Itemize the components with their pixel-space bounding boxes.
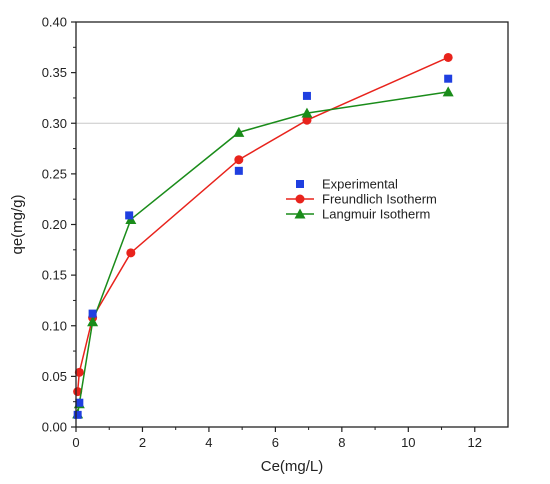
y-tick-label: 0.15 [42, 268, 67, 283]
langmuir-isotherm-point [233, 126, 245, 137]
legend-item-freundlich-isotherm: Freundlich Isotherm [286, 192, 437, 207]
freundlich-isotherm-point [234, 155, 244, 165]
freundlich-isotherm-point [443, 52, 453, 62]
x-tick-label: 4 [205, 435, 212, 450]
freundlich-isotherm-point [74, 367, 84, 377]
langmuir-isotherm-point [442, 86, 454, 97]
experimental-point [73, 410, 82, 419]
experimental-point [444, 74, 453, 83]
experimental-point [234, 166, 243, 175]
langmuir-isotherm-point [87, 316, 99, 327]
legend-swatch-marker [296, 180, 304, 188]
y-tick-label: 0.00 [42, 420, 67, 435]
legend-swatch-marker [295, 194, 305, 204]
y-tick-label: 0.25 [42, 166, 67, 181]
series-freundlich-isotherm [73, 52, 453, 397]
experimental-point [88, 309, 97, 318]
legend-label: Langmuir Isotherm [322, 207, 430, 222]
legend-swatch-marker [294, 208, 306, 219]
x-tick-label: 6 [272, 435, 279, 450]
series-layer [72, 52, 454, 419]
y-tick-label: 0.35 [42, 65, 67, 80]
x-tick-label: 12 [468, 435, 482, 450]
legend-item-experimental: Experimental [296, 177, 398, 192]
y-tick-label: 0.40 [42, 15, 67, 30]
series-experimental [73, 74, 453, 419]
freundlich-isotherm-point [126, 248, 136, 258]
langmuir-isotherm-point [301, 107, 313, 118]
y-tick-label: 0.10 [42, 318, 67, 333]
freundlich-isotherm-line [76, 56, 449, 392]
y-tick-label: 0.30 [42, 116, 67, 131]
x-axis-title: Ce(mg/L) [261, 458, 324, 475]
experimental-point [75, 398, 84, 407]
experimental-point [302, 91, 311, 100]
experimental-point [125, 211, 134, 220]
x-tick-label: 2 [139, 435, 146, 450]
legend-item-langmuir-isotherm: Langmuir Isotherm [286, 207, 430, 222]
x-tick-label: 10 [401, 435, 415, 450]
x-tick-label: 8 [338, 435, 345, 450]
y-axis-title: qe(mg/g) [9, 194, 26, 254]
x-tick-label: 0 [72, 435, 79, 450]
y-tick-label: 0.05 [42, 369, 67, 384]
legend-label: Experimental [322, 177, 398, 192]
plot-frame [75, 21, 509, 428]
legend-label: Freundlich Isotherm [322, 192, 437, 207]
y-tick-label: 0.20 [42, 217, 67, 232]
axis-ticks: 0 2 4 6 8 10 12 0.00 0.05 0.10 0.15 0.20 0.25 0.30 0.3… [42, 15, 482, 451]
freundlich-isotherm-point [302, 115, 312, 125]
